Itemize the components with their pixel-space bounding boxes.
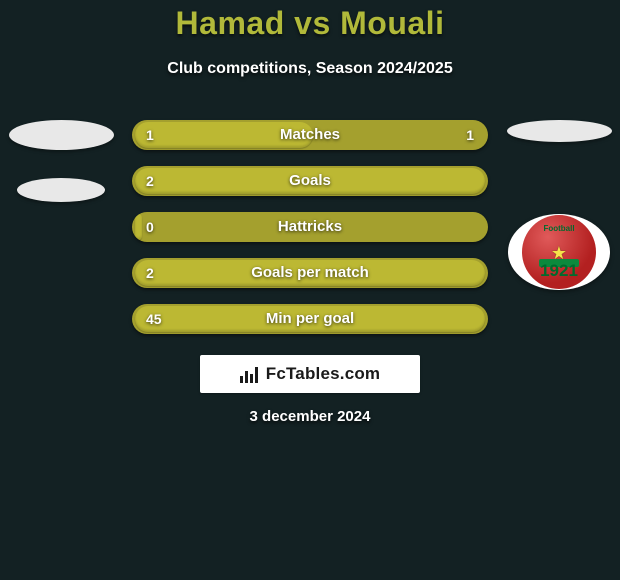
right-team-badge: Football ★ 1921 [504,120,614,290]
watermark-text: FcTables.com [266,364,381,384]
icon-bar [245,371,248,383]
mca-club-badge: Football ★ 1921 [508,214,610,290]
page-subtitle: Club competitions, Season 2024/2025 [0,60,620,78]
stat-row-goals-per-match: 2 Goals per match [132,258,488,288]
mca-year: 1921 [522,261,596,281]
stat-bar [132,258,488,288]
stat-bar [132,212,488,242]
stat-row-hattricks: 0 Hattricks [132,212,488,242]
icon-bar [255,367,258,383]
page-date: 3 december 2024 [0,408,620,425]
icon-bar [240,376,243,383]
placeholder-oval [17,178,105,202]
mca-inner-circle: Football ★ 1921 [522,215,596,289]
stats-container: 1 Matches 1 2 Goals 0 Hattricks [132,120,488,350]
stat-row-goals: 2 Goals [132,166,488,196]
icon-bar [250,374,253,383]
mca-text-top: Football [522,224,596,233]
left-team-badge [6,120,116,290]
stat-fill [135,214,142,240]
stat-fill [135,168,485,194]
placeholder-oval [507,120,612,142]
placeholder-oval [9,120,114,150]
stat-bar [132,120,488,150]
fctables-watermark[interactable]: FcTables.com [200,355,420,393]
page-root: Hamad vs Mouali Club competitions, Seaso… [0,0,620,580]
stat-bar [132,166,488,196]
bar-chart-icon [240,365,260,383]
stat-row-min-per-goal: 45 Min per goal [132,304,488,334]
stat-fill [135,122,313,148]
stat-fill [135,306,485,332]
page-title: Hamad vs Mouali [0,5,620,42]
stat-row-matches: 1 Matches 1 [132,120,488,150]
stat-fill [135,260,485,286]
stat-bar [132,304,488,334]
